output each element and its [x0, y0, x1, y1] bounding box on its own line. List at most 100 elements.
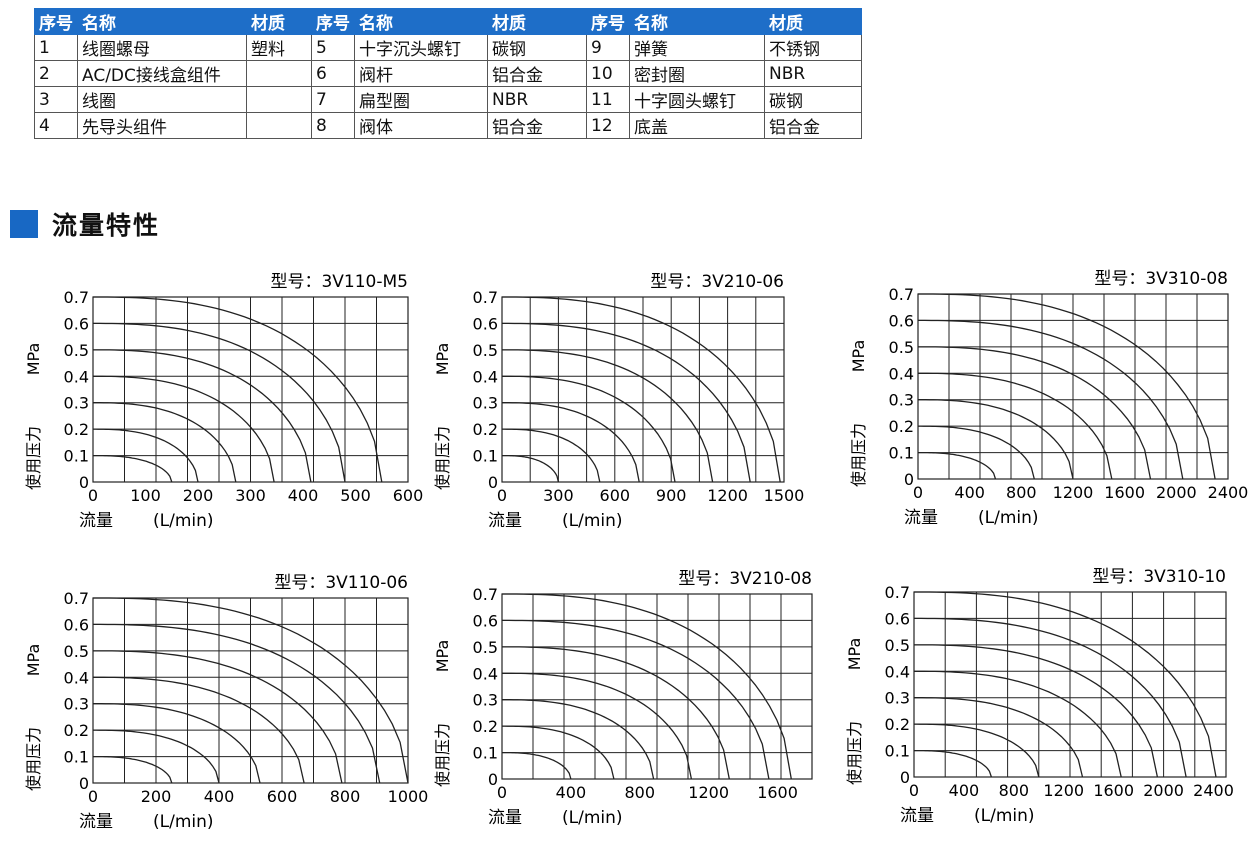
y-tick-label: 0.2	[64, 420, 89, 439]
y-tick-label: 0.3	[473, 394, 498, 413]
flow-curve	[914, 749, 993, 778]
y-axis-unit: MPa	[433, 343, 452, 376]
x-axis-unit: (L/min)	[153, 511, 214, 531]
y-axis-label: 使用压力	[849, 423, 868, 487]
chart-title: 型号：3V110-06	[274, 573, 408, 593]
y-tick-label: 0.6	[885, 609, 910, 628]
flow-curve	[93, 296, 383, 483]
x-axis-unit: (L/min)	[562, 808, 623, 828]
cell: 十字圆头螺钉	[629, 86, 765, 113]
plot-frame	[501, 296, 785, 483]
flow-curve	[502, 428, 601, 483]
x-tick-label: 300	[543, 486, 574, 505]
x-tick-label: 200	[183, 486, 214, 505]
flow-curve	[502, 593, 792, 780]
y-tick-label: 0.6	[64, 314, 89, 333]
cell: 扁型圈	[354, 86, 488, 113]
cell: NBR	[487, 86, 587, 113]
x-tick-label: 1600	[1104, 483, 1145, 502]
y-axis-unit: MPa	[24, 644, 43, 677]
cell: 底盖	[629, 112, 765, 139]
flow-curve	[93, 650, 343, 784]
y-tick-label: 0.5	[473, 341, 498, 360]
header-material: 材质	[487, 8, 587, 35]
y-tick-label: 0.5	[885, 636, 910, 655]
cell: 7	[311, 86, 355, 113]
x-tick-label: 400	[556, 783, 587, 802]
x-axis-unit: (L/min)	[978, 508, 1039, 528]
cell: 铝合金	[487, 60, 587, 87]
chart-title: 型号：3V210-06	[650, 272, 784, 292]
x-tick-label: 800	[1006, 483, 1037, 502]
header-name: 名称	[629, 8, 765, 35]
cell: 碳钢	[764, 86, 862, 113]
chart-title: 型号：3V210-08	[678, 569, 812, 589]
flow-curve	[502, 296, 781, 483]
y-tick-label: 0.5	[64, 341, 89, 360]
x-tick-label: 100	[130, 486, 161, 505]
flow-curve	[502, 619, 770, 780]
x-tick-label: 400	[204, 787, 235, 806]
x-tick-label: 800	[330, 787, 361, 806]
y-axis-label: 使用压力	[24, 426, 43, 490]
y-tick-label: 0.4	[64, 668, 89, 687]
y-tick-label: 0.1	[473, 447, 498, 466]
y-tick-label: 0	[900, 768, 910, 787]
flow-chart: 0 0.1 0.2 0.3 0.4 0.5 0.6 0.7 0 400 800 1200 1600 型号：…	[433, 569, 813, 828]
x-tick-label: 2400	[1193, 781, 1234, 800]
y-tick-label: 0.1	[885, 742, 910, 761]
y-tick-label: 0.3	[473, 691, 498, 710]
y-tick-label: 0.5	[473, 638, 498, 657]
flow-curve	[918, 346, 1152, 480]
flow-curve	[502, 751, 572, 780]
chart-title: 型号：3V110-M5	[270, 272, 408, 292]
x-tick-label: 400	[288, 486, 319, 505]
x-tick-label: 0	[497, 783, 507, 802]
y-tick-label: 0.4	[64, 367, 89, 386]
section-heading: 流量特性	[10, 208, 160, 240]
y-tick-label: 0.4	[885, 662, 910, 681]
y-tick-label: 0.6	[473, 611, 498, 630]
x-axis-unit: (L/min)	[974, 806, 1035, 826]
flow-curve	[502, 725, 615, 780]
flow-curve	[502, 454, 560, 483]
flow-curve	[502, 646, 730, 780]
flow-curve	[93, 428, 199, 483]
y-tick-label: 0	[488, 473, 498, 492]
x-tick-label: 600	[393, 486, 424, 505]
flow-chart: 0 0.1 0.2 0.3 0.4 0.5 0.6 0.7 0 100 200 300 400 500 60…	[24, 272, 423, 531]
y-tick-label: 0.1	[64, 748, 89, 767]
x-tick-label: 0	[88, 486, 98, 505]
flow-curve	[93, 375, 275, 483]
x-axis-label: 流量	[488, 511, 522, 531]
flow-curve	[93, 349, 312, 483]
flow-curve	[918, 425, 1035, 480]
y-tick-label: 0.1	[473, 744, 498, 763]
y-tick-label: 0	[904, 470, 914, 489]
chart-title: 型号：3V310-08	[1094, 269, 1228, 289]
y-tick-label: 0	[488, 770, 498, 789]
y-tick-label: 0.7	[64, 589, 89, 608]
x-tick-label: 800	[999, 781, 1030, 800]
x-axis-unit: (L/min)	[153, 812, 214, 832]
y-tick-label: 0	[79, 473, 89, 492]
x-tick-label: 600	[600, 486, 631, 505]
x-tick-label: 1600	[757, 783, 798, 802]
cell: 12	[586, 112, 630, 139]
y-tick-label: 0.3	[885, 689, 910, 708]
y-axis-label: 使用压力	[433, 426, 452, 490]
y-axis-unit: MPa	[433, 640, 452, 673]
y-tick-label: 0.7	[64, 288, 89, 307]
header-name: 名称	[354, 8, 488, 35]
x-tick-label: 500	[340, 486, 371, 505]
flow-chart: 0 0.1 0.2 0.3 0.4 0.5 0.6 0.7 0 300 600 900 1200 1500…	[433, 272, 804, 531]
flow-curve	[918, 319, 1184, 480]
flow-curve	[914, 723, 1040, 778]
header-no: 序号	[586, 8, 630, 35]
x-tick-label: 0	[88, 787, 98, 806]
flow-curve	[914, 697, 1084, 778]
flow-curve	[914, 644, 1159, 778]
flow-curve	[93, 322, 346, 483]
y-axis-unit: MPa	[24, 343, 43, 376]
